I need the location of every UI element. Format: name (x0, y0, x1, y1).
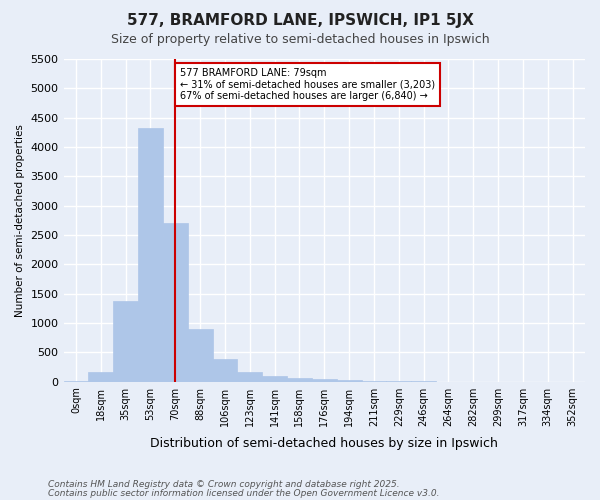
Bar (163, 224, 188, 382)
Bar (287, 378, 312, 382)
Bar (312, 378, 337, 382)
Bar (212, 360, 238, 382)
Y-axis label: Number of semi-detached properties: Number of semi-detached properties (15, 124, 25, 317)
Text: Contains public sector information licensed under the Open Government Licence v3: Contains public sector information licen… (48, 488, 439, 498)
Text: Contains HM Land Registry data © Crown copyright and database right 2025.: Contains HM Land Registry data © Crown c… (48, 480, 400, 489)
Bar (262, 376, 287, 382)
Bar (362, 380, 386, 382)
Bar (238, 372, 262, 382)
X-axis label: Distribution of semi-detached houses by size in Ipswich: Distribution of semi-detached houses by … (151, 437, 498, 450)
Text: 577, BRAMFORD LANE, IPSWICH, IP1 5JX: 577, BRAMFORD LANE, IPSWICH, IP1 5JX (127, 12, 473, 28)
Bar (138, 128, 163, 382)
Text: Size of property relative to semi-detached houses in Ipswich: Size of property relative to semi-detach… (110, 32, 490, 46)
Bar (113, 300, 138, 382)
Bar (88, 372, 113, 382)
Bar (337, 380, 362, 382)
Bar (188, 329, 212, 382)
Text: 577 BRAMFORD LANE: 79sqm
← 31% of semi-detached houses are smaller (3,203)
67% o: 577 BRAMFORD LANE: 79sqm ← 31% of semi-d… (180, 68, 436, 101)
